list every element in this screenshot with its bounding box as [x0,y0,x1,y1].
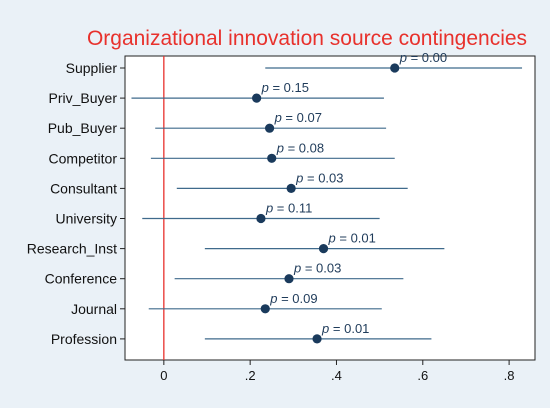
p-value-label: p = 0.08 [276,140,324,155]
x-axis: 0 .2 .4 .6 .8 [160,360,515,383]
y-tick-label: Pub_Buyer [48,120,118,136]
p-value-label: p = 0.07 [274,110,322,125]
point-estimate [286,183,296,193]
p-value-label: p = 0.01 [321,321,369,336]
point-estimate [390,63,400,73]
point-estimate [318,244,329,254]
p-value-label: p = 0.09 [269,291,317,306]
point-estimate [284,274,294,284]
point-estimate [312,334,322,344]
y-tick-label: Priv_Buyer [49,90,118,106]
y-tick-label: Consultant [50,180,117,196]
x-tick-label: 0 [160,368,167,383]
p-value-label: p = 0.15 [261,80,309,95]
x-tick-label: .6 [417,368,428,383]
y-tick-label: University [56,211,117,227]
p-value-label: p = 0.00 [399,50,447,65]
point-layer [252,63,400,344]
point-estimate [252,93,262,103]
x-tick-label: .8 [504,368,515,383]
point-estimate [267,153,277,163]
plot-area [124,55,536,361]
x-tick-label: .2 [245,368,256,383]
y-tick-label: Research_Inst [27,241,117,257]
y-tick-label: Journal [71,301,117,317]
p-value-label: p = 0.11 [265,201,312,216]
p-value-label: p = 0.03 [293,261,341,276]
y-tick-label: Competitor [49,150,118,166]
point-estimate [256,213,266,224]
p-value-label: p = 0.03 [295,170,343,185]
y-tick-label: Profession [51,331,117,347]
point-estimate [260,304,270,314]
x-tick-label: .4 [331,368,342,383]
y-tick-label: Conference [45,271,118,287]
p-label-layer: p = 0.00 p = 0.15 p = 0.07 p = 0.08 p = 0.03… [261,50,447,336]
y-axis: Supplier Priv_Buyer Pub_Buyer Competitor Con… [27,60,125,347]
point-estimate [264,123,275,133]
chart-title: Organizational innovation source conting… [86,27,528,50]
y-tick-label: Supplier [66,60,118,76]
p-value-label: p = 0.01 [328,231,376,246]
